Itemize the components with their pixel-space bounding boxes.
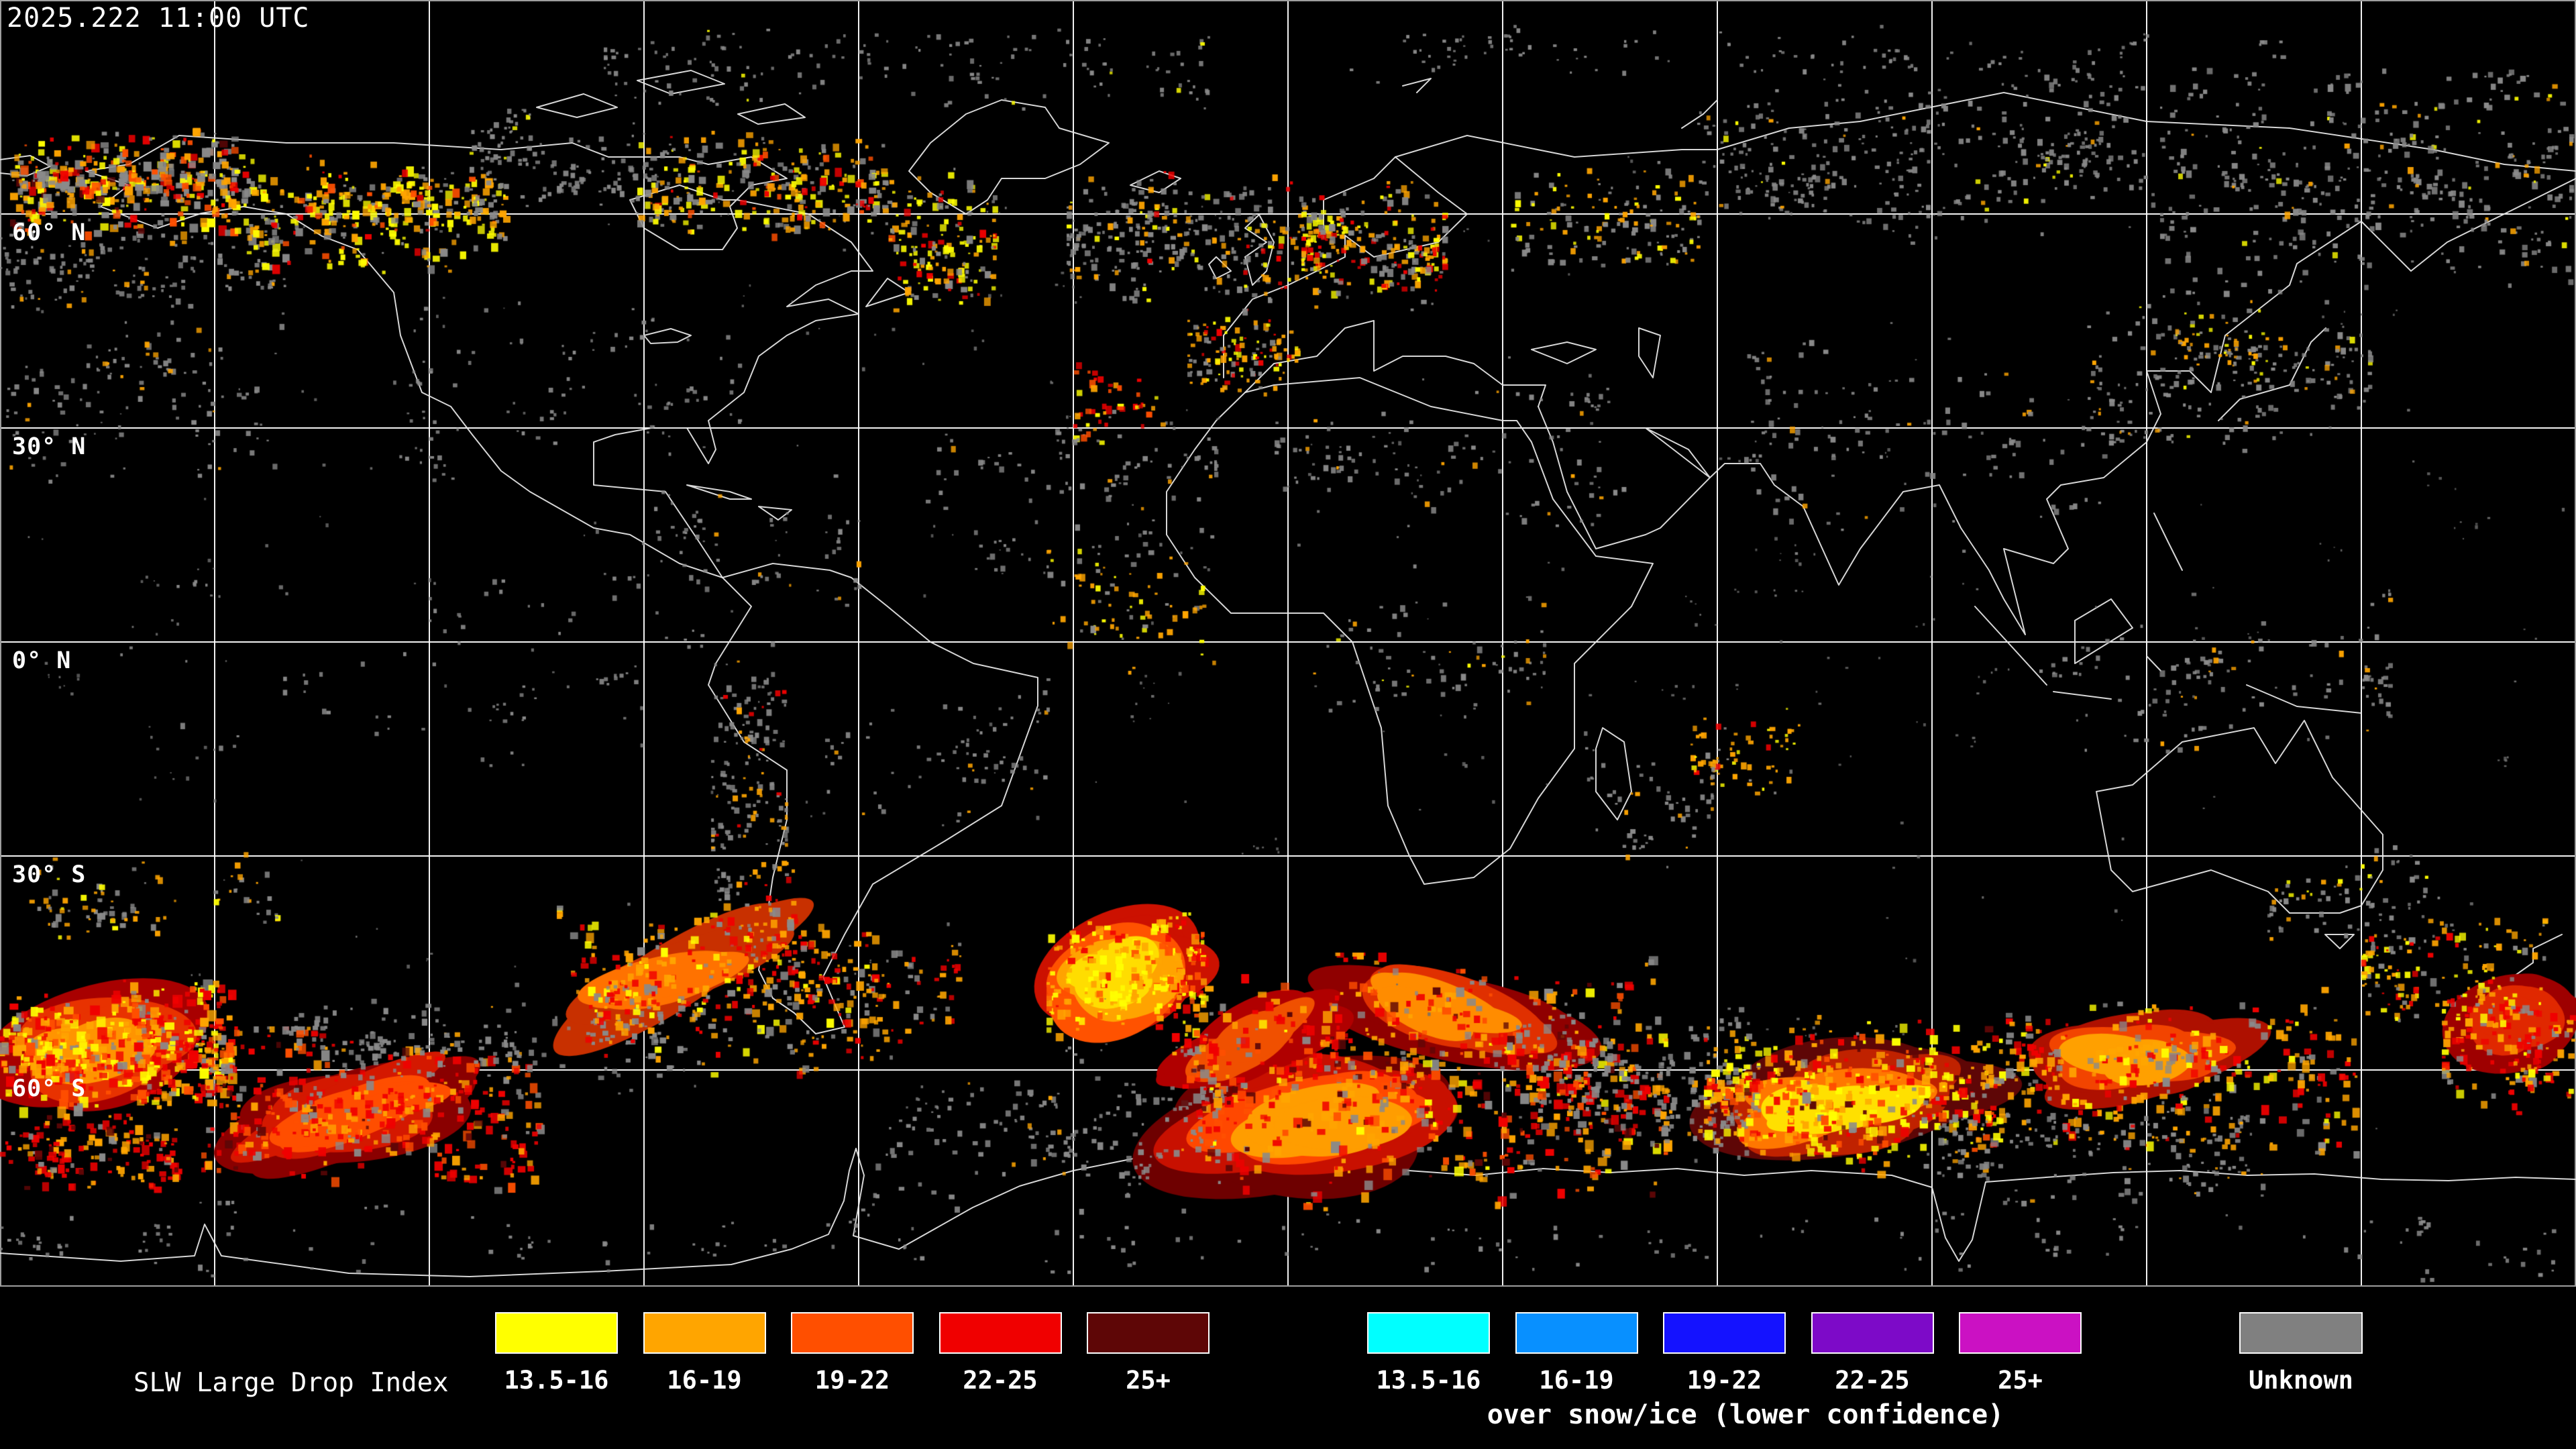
latitude-label: 0° N (12, 647, 72, 674)
liquid-16-19-swatch (643, 1312, 766, 1354)
latitude-label: 60° S (12, 1075, 87, 1102)
liquid-16-19-label: 16-19 (667, 1366, 742, 1395)
latitude-label: 30° N (12, 433, 87, 460)
unknown-label: Unknown (2249, 1366, 2353, 1395)
liquid-22-25-swatch (938, 1312, 1062, 1354)
snow-ice-22-25-swatch (1811, 1312, 1934, 1354)
world-map-area: 2025.222 11:00 UTC 60° N 30° N 0° N 30° S 60… (0, 0, 2576, 1287)
snow-ice-13.5-16-swatch (1367, 1312, 1490, 1354)
latitude-label: 60° N (12, 219, 87, 246)
latitude-label: 30° S (12, 861, 87, 888)
legend-snow-ice-subtitle: over snow/ice (lower confidence) (1487, 1399, 2004, 1430)
legend-bar: SLW Large Drop Index 13.5-16 16-19 19-22 22… (0, 1287, 2576, 1449)
liquid-13.5-16-swatch (495, 1312, 618, 1354)
liquid-22-25-label: 22-25 (963, 1366, 1038, 1395)
snow-ice-13.5-16-label: 13.5-16 (1376, 1366, 1481, 1395)
timestamp-label: 2025.222 11:00 UTC (7, 3, 310, 34)
liquid-13.5-16-label: 13.5-16 (504, 1366, 609, 1395)
snow-ice-25+-swatch (1959, 1312, 2082, 1354)
liquid-25+-label: 25+ (1126, 1366, 1171, 1395)
liquid-19-22-swatch (791, 1312, 914, 1354)
unknown-swatch (2239, 1312, 2363, 1354)
legend-title: SLW Large Drop Index (133, 1368, 449, 1398)
liquid-25+-swatch (1087, 1312, 1210, 1354)
snow-ice-16-19-swatch (1515, 1312, 1638, 1354)
snow-ice-19-22-swatch (1663, 1312, 1786, 1354)
snow-ice-16-19-label: 16-19 (1539, 1366, 1614, 1395)
snow-ice-22-25-label: 22-25 (1835, 1366, 1910, 1395)
snow-ice-25+-label: 25+ (1998, 1366, 2043, 1395)
liquid-19-22-label: 19-22 (814, 1366, 890, 1395)
snow-ice-19-22-label: 19-22 (1686, 1366, 1762, 1395)
slw-data-layer (0, 0, 2576, 1287)
